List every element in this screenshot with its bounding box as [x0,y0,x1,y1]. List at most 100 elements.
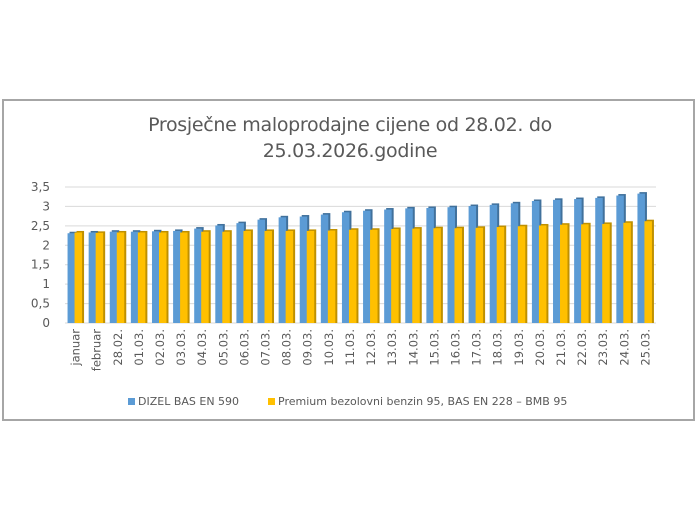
x-tick-label: 11.03. [343,329,357,366]
bar-petrol [433,228,441,323]
bar-diesel [88,232,97,323]
x-tick-label: 14.03. [406,329,420,366]
bar-diesel [384,209,392,323]
x-tick-label: 09.03. [301,329,315,366]
bar-diesel [574,199,582,323]
bar-petrol [116,232,125,323]
bar-petrol [158,232,167,323]
x-tick-label: 12.03. [364,329,378,366]
x-tick-label: 04.03. [195,329,209,366]
bar-petrol [538,225,547,323]
x-tick-label: 18.03. [491,329,505,366]
bar-petrol [348,229,357,323]
legend-item-petrol: Premium bezolovni benzin 95, BAS EN 228 … [268,395,567,408]
bar-petrol [306,230,315,323]
chart-title-line1: Prosječne maloprodajne cijene od 28.02. … [148,114,552,136]
bar-diesel [236,223,244,323]
bar-petrol [74,232,83,323]
bar-diesel [215,225,223,323]
bar-diesel [130,231,139,323]
bar-diesel [405,208,413,323]
x-tick-label: 02.03. [153,329,167,366]
bar-diesel [616,195,624,323]
bar-petrol [264,230,273,323]
x-tick-label: 17.03. [470,329,484,366]
bar-diesel [426,207,434,323]
x-tick-label: 06.03. [237,329,251,366]
bar-diesel [510,203,519,323]
bar-diesel [637,193,645,323]
x-tick-label: 19.03. [512,329,526,366]
bar-diesel [151,231,160,323]
bar-petrol [623,222,631,323]
x-tick-label: 24.03. [617,329,631,366]
bar-diesel [299,216,308,323]
legend-label-diesel: DIZEL BAS EN 590 [138,395,240,408]
x-tick-label: 03.03. [174,329,188,366]
bar-petrol [517,226,526,323]
bar-petrol [454,228,462,323]
bar-petrol [95,232,104,323]
y-tick-label: 2,5 [31,219,50,233]
bar-petrol [222,231,230,323]
bar-petrol [370,229,378,323]
legend-item-diesel: DIZEL BAS EN 590 [128,395,239,408]
legend-swatch-petrol [268,398,275,405]
bar-diesel [531,200,540,323]
x-tick-label: 01.03. [132,329,146,366]
x-tick-label: 20.03. [533,329,547,366]
x-tick-label: februar [90,329,104,371]
x-tick-label: 07.03. [259,329,273,366]
bar-petrol [581,224,589,323]
x-tick-label: januar [69,329,83,367]
bar-petrol [412,228,420,323]
x-tick-label: 13.03. [385,329,399,366]
bar-petrol [560,224,568,323]
bar-petrol [327,230,336,323]
x-tick-label: 15.03. [427,329,441,366]
x-tick-label: 08.03. [280,329,294,366]
bar-diesel [173,230,181,323]
y-tick-label: 3,5 [31,180,50,194]
bar-diesel [278,217,287,323]
bar-petrol [201,231,209,323]
legend: DIZEL BAS EN 590 Premium bezolovni benzi… [0,395,700,411]
y-tick-label: 3 [42,199,50,213]
bar-petrol [137,232,146,323]
bar-diesel [67,233,76,323]
legend-swatch-diesel [128,398,135,405]
chart-title-line2: 25.03.2026.godine [262,140,438,162]
y-tick-label: 1 [42,277,50,291]
bar-diesel [363,210,371,323]
bar-petrol [180,232,188,323]
bar-petrol [644,221,652,323]
bar-petrol [475,227,484,323]
y-tick-label: 0 [42,316,50,330]
bar-petrol [243,230,251,323]
bar-diesel [341,212,350,323]
bar-diesel [595,197,603,323]
x-tick-label: 21.03. [554,329,568,366]
chart-title: Prosječne maloprodajne cijene od 28.02. … [0,112,700,164]
x-tick-label: 22.03. [575,329,589,366]
bar-diesel [468,206,477,323]
bar-petrol [602,223,610,323]
x-tick-label: 23.03. [596,329,610,366]
legend-label-petrol: Premium bezolovni benzin 95, BAS EN 228 … [278,395,568,408]
bar-petrol [285,230,294,323]
y-tick-label: 2 [42,238,50,252]
bar-diesel [320,214,329,323]
x-tick-label: 10.03. [322,329,336,366]
x-tick-label: 28.02. [111,329,125,366]
bar-diesel [447,207,455,323]
bar-petrol [496,227,505,323]
bar-diesel [553,199,561,323]
bar-diesel [109,231,118,323]
bar-petrol [391,228,399,323]
bar-diesel [489,204,498,323]
y-tick-label: 0,5 [31,297,50,311]
bar-diesel [257,219,266,323]
x-tick-label: 16.03. [448,329,462,366]
y-tick-label: 1,5 [31,258,50,272]
